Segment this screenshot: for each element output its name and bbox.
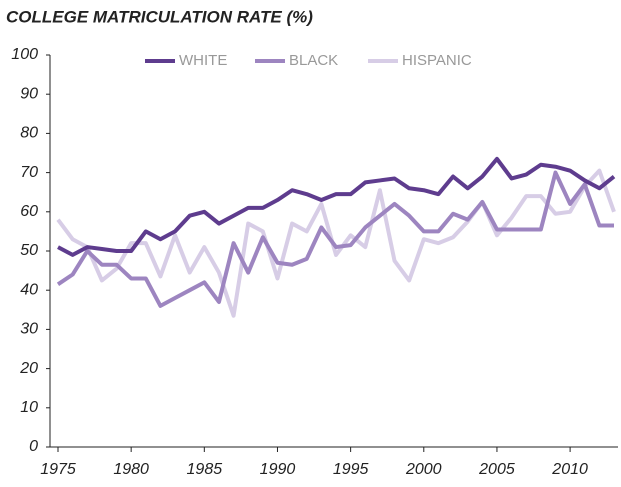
x-tick-label: 1975 (40, 461, 76, 478)
y-tick-label: 60 (20, 203, 38, 220)
y-tick-label: 70 (20, 164, 38, 181)
x-tick-label: 1990 (260, 461, 296, 478)
legend-label: BLACK (289, 52, 338, 69)
line-series (56, 170, 614, 308)
y-tick-label: 40 (20, 281, 38, 298)
y-tick-label: 10 (20, 399, 38, 416)
chart-title: COLLEGE MATRICULATION RATE (%) (6, 7, 313, 26)
y-tick-label: 0 (29, 438, 38, 455)
y-tick-label: 80 (20, 125, 38, 142)
y-tick-label: 20 (19, 360, 38, 377)
y-tick-label: 50 (20, 242, 38, 259)
x-tick-label: 2005 (478, 461, 515, 478)
y-tick-label: 30 (20, 321, 38, 338)
y-tick-label: 90 (20, 85, 38, 102)
y-tick-label: 100 (11, 46, 38, 63)
legend-label: WHITE (179, 52, 227, 69)
x-tick-label: 2000 (405, 461, 442, 478)
x-tick-label: 1980 (113, 461, 149, 478)
line-series (57, 156, 616, 257)
legend-label: HISPANIC (402, 52, 472, 69)
line-series (56, 168, 616, 318)
x-tick-label: 2010 (551, 461, 588, 478)
x-tick-label: 1985 (187, 461, 223, 478)
x-tick-label: 1995 (333, 461, 369, 478)
